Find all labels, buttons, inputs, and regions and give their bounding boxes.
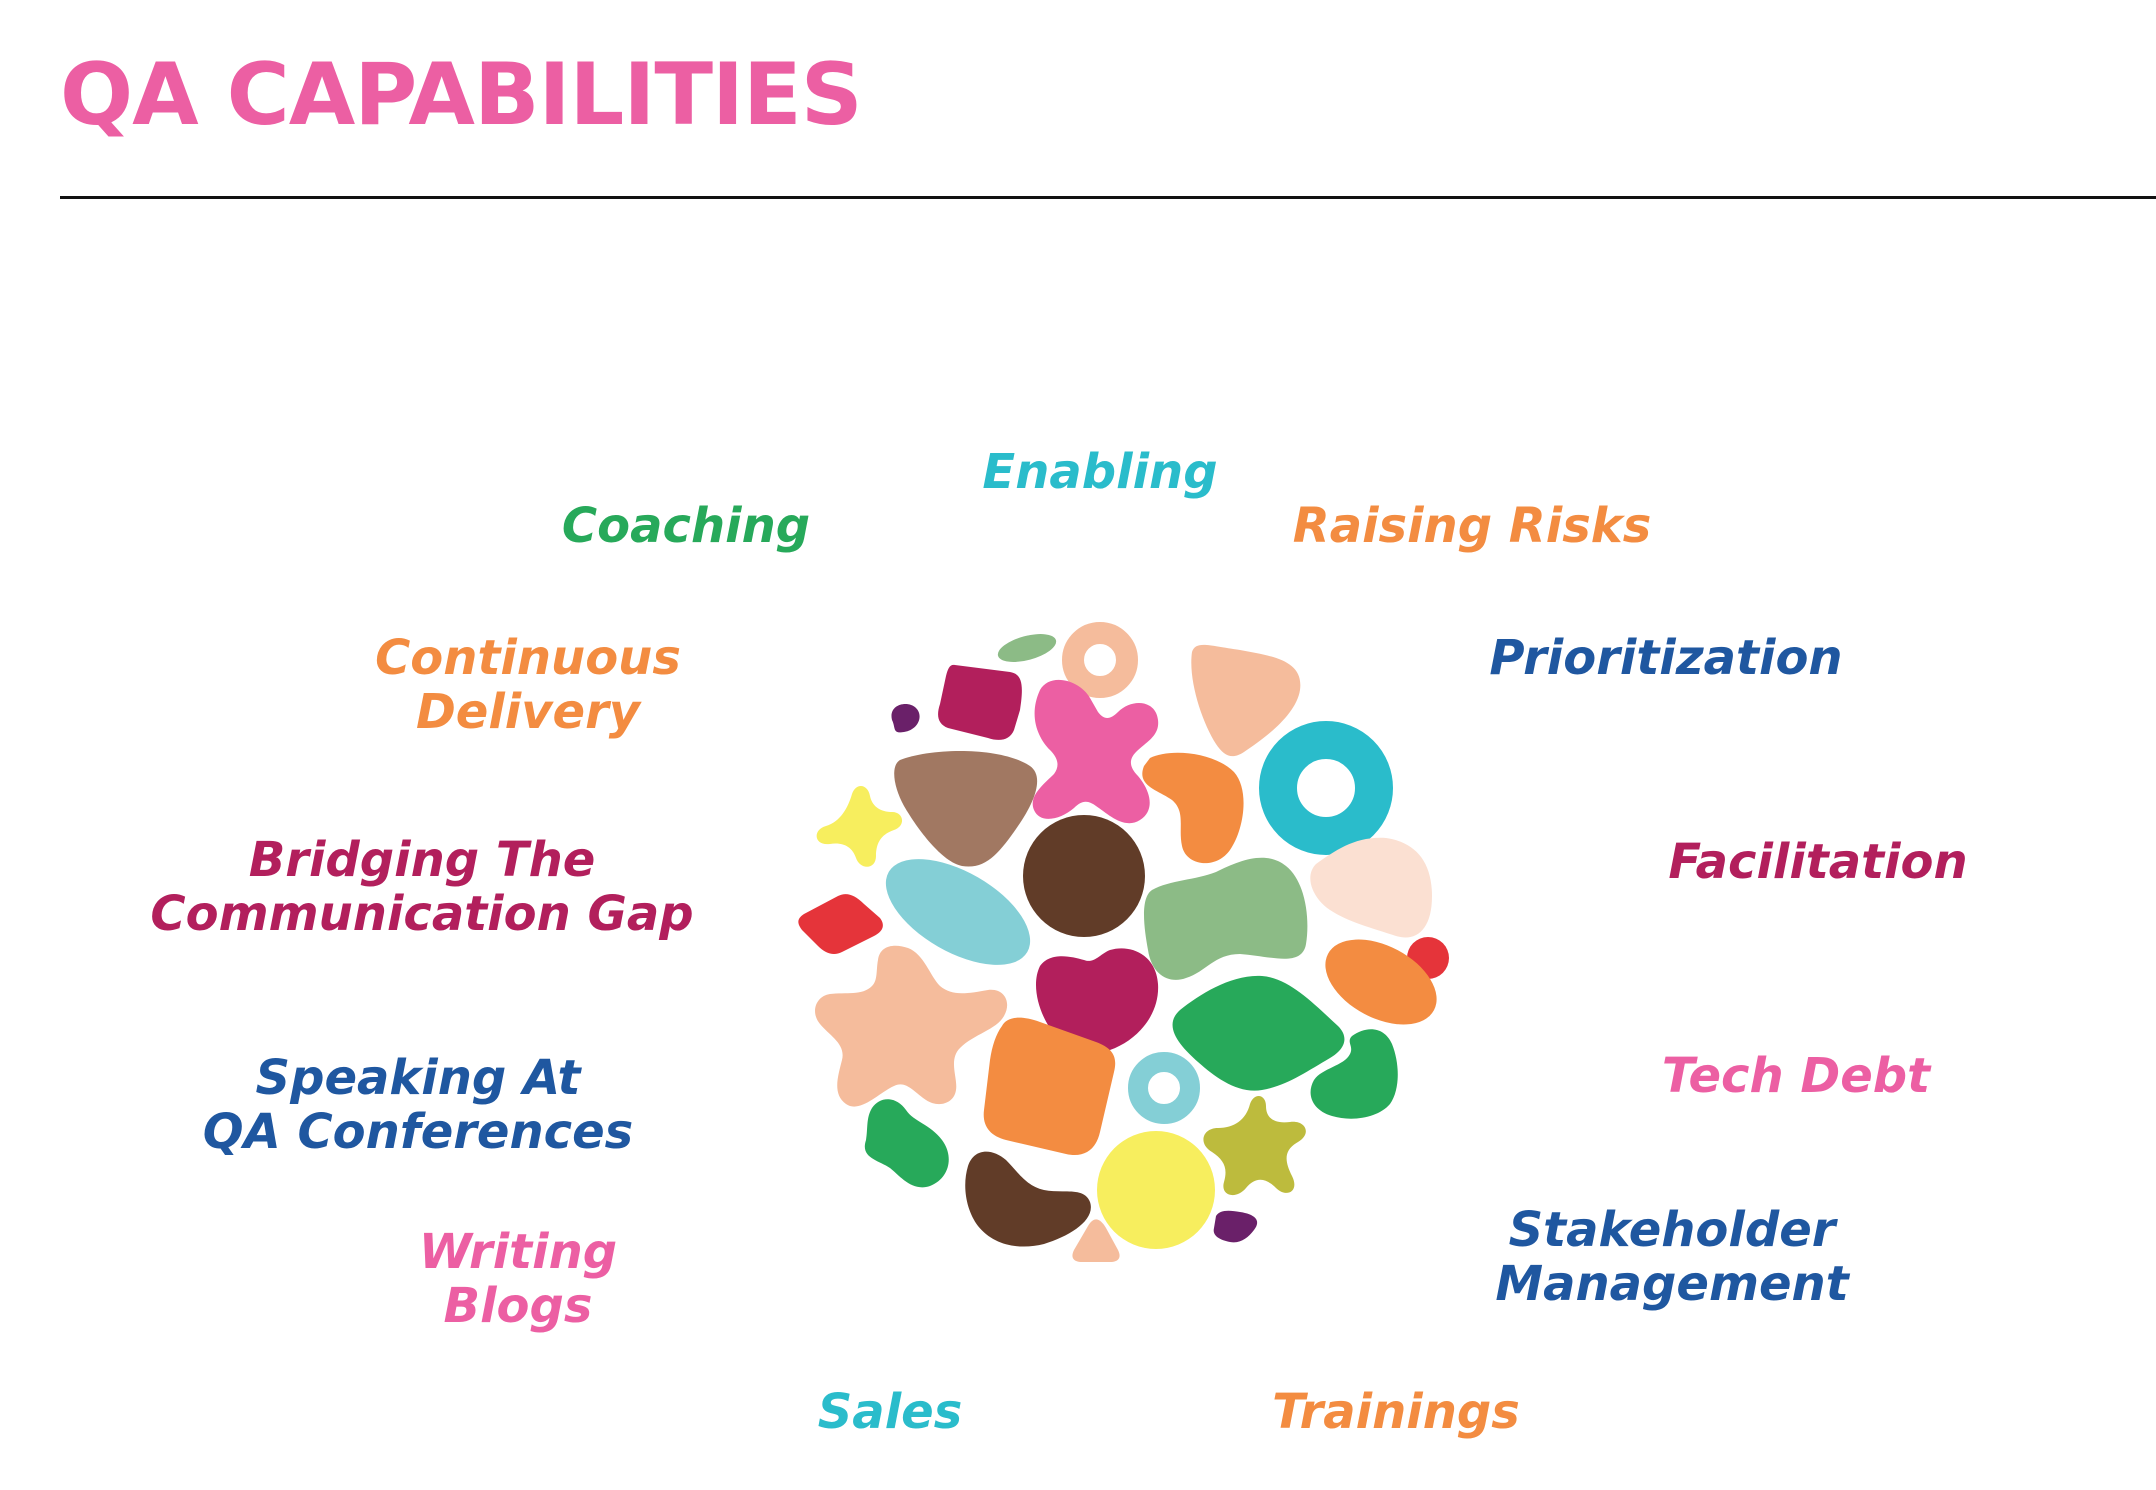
capability-label-raising-risks: Raising Risks bbox=[1292, 498, 1652, 554]
capability-label-line: Delivery bbox=[415, 683, 641, 740]
blob-shape bbox=[815, 945, 1008, 1107]
capability-label-line: Stakeholder bbox=[1508, 1202, 1836, 1258]
blob-shape bbox=[891, 704, 920, 733]
capability-label-facilitation: Facilitation bbox=[1668, 834, 1968, 890]
capability-label-line: Sales bbox=[817, 1384, 963, 1440]
blob-shape bbox=[938, 664, 1022, 740]
capability-label-trainings: Trainings bbox=[1272, 1384, 1520, 1440]
blob-shape bbox=[965, 1151, 1091, 1247]
capability-label-line: Speaking At bbox=[255, 1050, 581, 1106]
blob-shape bbox=[1035, 948, 1159, 1053]
capability-label-line: Tech Debt bbox=[1661, 1048, 1931, 1104]
capability-label-coaching: Coaching bbox=[561, 498, 811, 554]
capability-label-sales: Sales bbox=[817, 1384, 963, 1440]
capability-label-line: QA Conferences bbox=[202, 1103, 634, 1160]
capability-label-line: Facilitation bbox=[1668, 834, 1968, 890]
title-divider bbox=[60, 196, 2156, 199]
blob-shape bbox=[1310, 1029, 1398, 1119]
blob-shape bbox=[1203, 1095, 1306, 1196]
blob-shape bbox=[983, 1017, 1116, 1156]
capability-label-line: Prioritization bbox=[1489, 630, 1843, 686]
capability-label-line: Writing bbox=[418, 1224, 618, 1280]
blob-shape bbox=[1172, 975, 1345, 1091]
ring-shape bbox=[1062, 622, 1138, 698]
blob-shape bbox=[1097, 1131, 1215, 1249]
ring-shape bbox=[1259, 721, 1393, 855]
capability-label-line: Trainings bbox=[1272, 1384, 1520, 1440]
capability-label-prioritization: Prioritization bbox=[1489, 630, 1843, 686]
blob-shape bbox=[1325, 939, 1437, 1025]
blob-shape bbox=[1144, 857, 1308, 980]
capability-label-bridging-the-communication-gap: Bridging The Communication Gap bbox=[150, 832, 694, 942]
blob-cluster-illustration bbox=[798, 622, 1449, 1262]
blob-shape bbox=[816, 785, 903, 867]
blob-shape bbox=[894, 750, 1038, 867]
capability-label-line: Blogs bbox=[443, 1277, 593, 1334]
capability-label-line: Enabling bbox=[982, 444, 1218, 500]
capability-label-tech-debt: Tech Debt bbox=[1661, 1048, 1931, 1104]
blob-shape bbox=[997, 634, 1057, 662]
capability-label-continuous-delivery: Continuous Delivery bbox=[375, 630, 681, 740]
capability-label-line: Bridging The bbox=[248, 832, 596, 888]
capability-label-writing-blogs: Writing Blogs bbox=[418, 1224, 618, 1334]
blob-shape bbox=[1142, 752, 1244, 864]
page-title: QA CAPABILITIES bbox=[60, 45, 863, 145]
blob-shape bbox=[1023, 815, 1145, 937]
blob-shape bbox=[1310, 837, 1432, 938]
capability-label-line: Raising Risks bbox=[1292, 498, 1652, 554]
ring-shape bbox=[1128, 1052, 1200, 1124]
capability-label-speaking-at-qa-conferences: Speaking At QA Conferences bbox=[202, 1050, 634, 1160]
blob-shape bbox=[885, 859, 1031, 965]
capability-label-stakeholder-management: Stakeholder Management bbox=[1495, 1202, 1849, 1312]
capability-label-line: Coaching bbox=[561, 498, 811, 554]
blob-shape bbox=[798, 894, 883, 954]
capability-label-line: Management bbox=[1495, 1255, 1849, 1312]
capability-label-line: Communication Gap bbox=[150, 885, 694, 942]
blob-shape bbox=[1032, 679, 1159, 824]
blob-shape bbox=[1213, 1210, 1258, 1243]
blob-shape bbox=[1072, 1219, 1120, 1262]
blob-shape bbox=[864, 1099, 949, 1188]
capability-label-enabling: Enabling bbox=[982, 444, 1218, 500]
blob-shape bbox=[1191, 644, 1301, 757]
capability-label-line: Continuous bbox=[375, 630, 681, 686]
